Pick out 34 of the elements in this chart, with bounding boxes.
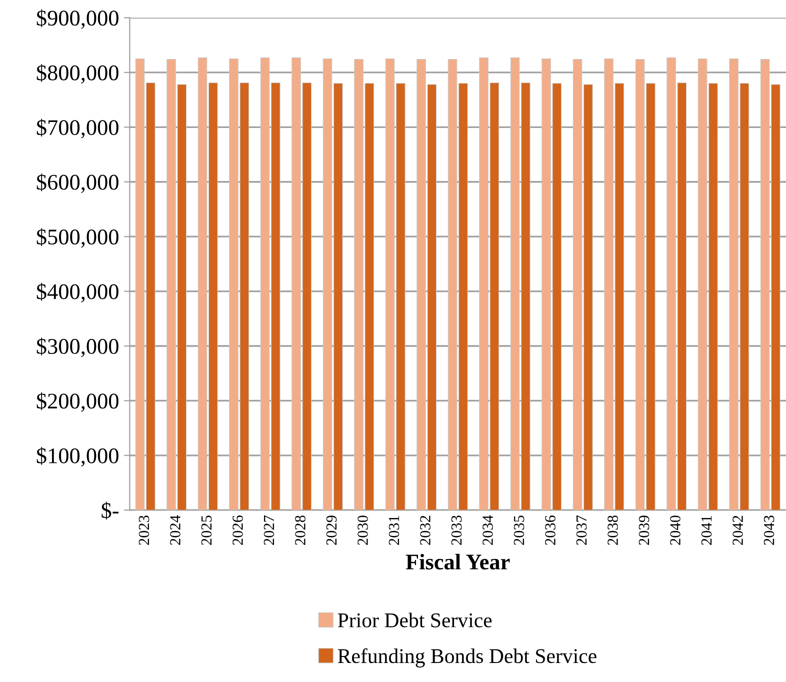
legend-label: Refunding Bonds Debt Service	[338, 648, 596, 668]
y-tick-label: $800,000	[36, 64, 118, 84]
y-tick-label: $400,000	[36, 282, 118, 302]
x-tick-label: 2036	[545, 515, 556, 545]
x-axis-title: Fiscal Year	[406, 554, 510, 570]
x-tick-label: 2040	[670, 516, 680, 545]
y-tick-label: $-	[102, 502, 118, 520]
x-tick-label: 2032	[420, 516, 430, 545]
y-tick-label: $600,000	[36, 173, 118, 193]
x-tick-label: 2023	[138, 516, 150, 545]
x-tick-label: 2025	[201, 516, 212, 545]
x-tick-label: 2035	[514, 516, 524, 545]
y-tick-label: $700,000	[36, 118, 118, 138]
y-tick-label: $200,000	[36, 392, 118, 412]
x-tick-label: 2031	[388, 516, 400, 545]
x-tick-label: 2033	[451, 516, 462, 545]
x-tick-label: 2026	[232, 515, 243, 545]
x-tick-label: 2041	[701, 516, 712, 545]
x-tick-label: 2027	[264, 515, 274, 545]
x-tick-label: 2042	[732, 516, 743, 545]
x-tick-label: 2024	[170, 515, 180, 545]
legend-label: Prior Debt Service	[338, 612, 492, 628]
y-tick-label: $100,000	[36, 447, 118, 467]
x-tick-label: 2028	[295, 516, 306, 545]
x-tick-label: 2039	[638, 516, 650, 545]
x-tick-label: 2038	[608, 516, 618, 545]
y-tick-label: $300,000	[36, 338, 118, 358]
x-tick-label: 2030	[358, 516, 368, 545]
y-tick-label: $900,000	[36, 9, 118, 29]
x-tick-label: 2029	[326, 516, 337, 545]
x-tick-label: 2037	[576, 515, 587, 545]
x-tick-label: 2034	[482, 515, 493, 545]
x-tick-label: 2043	[764, 516, 774, 545]
y-tick-label: $500,000	[36, 228, 118, 248]
